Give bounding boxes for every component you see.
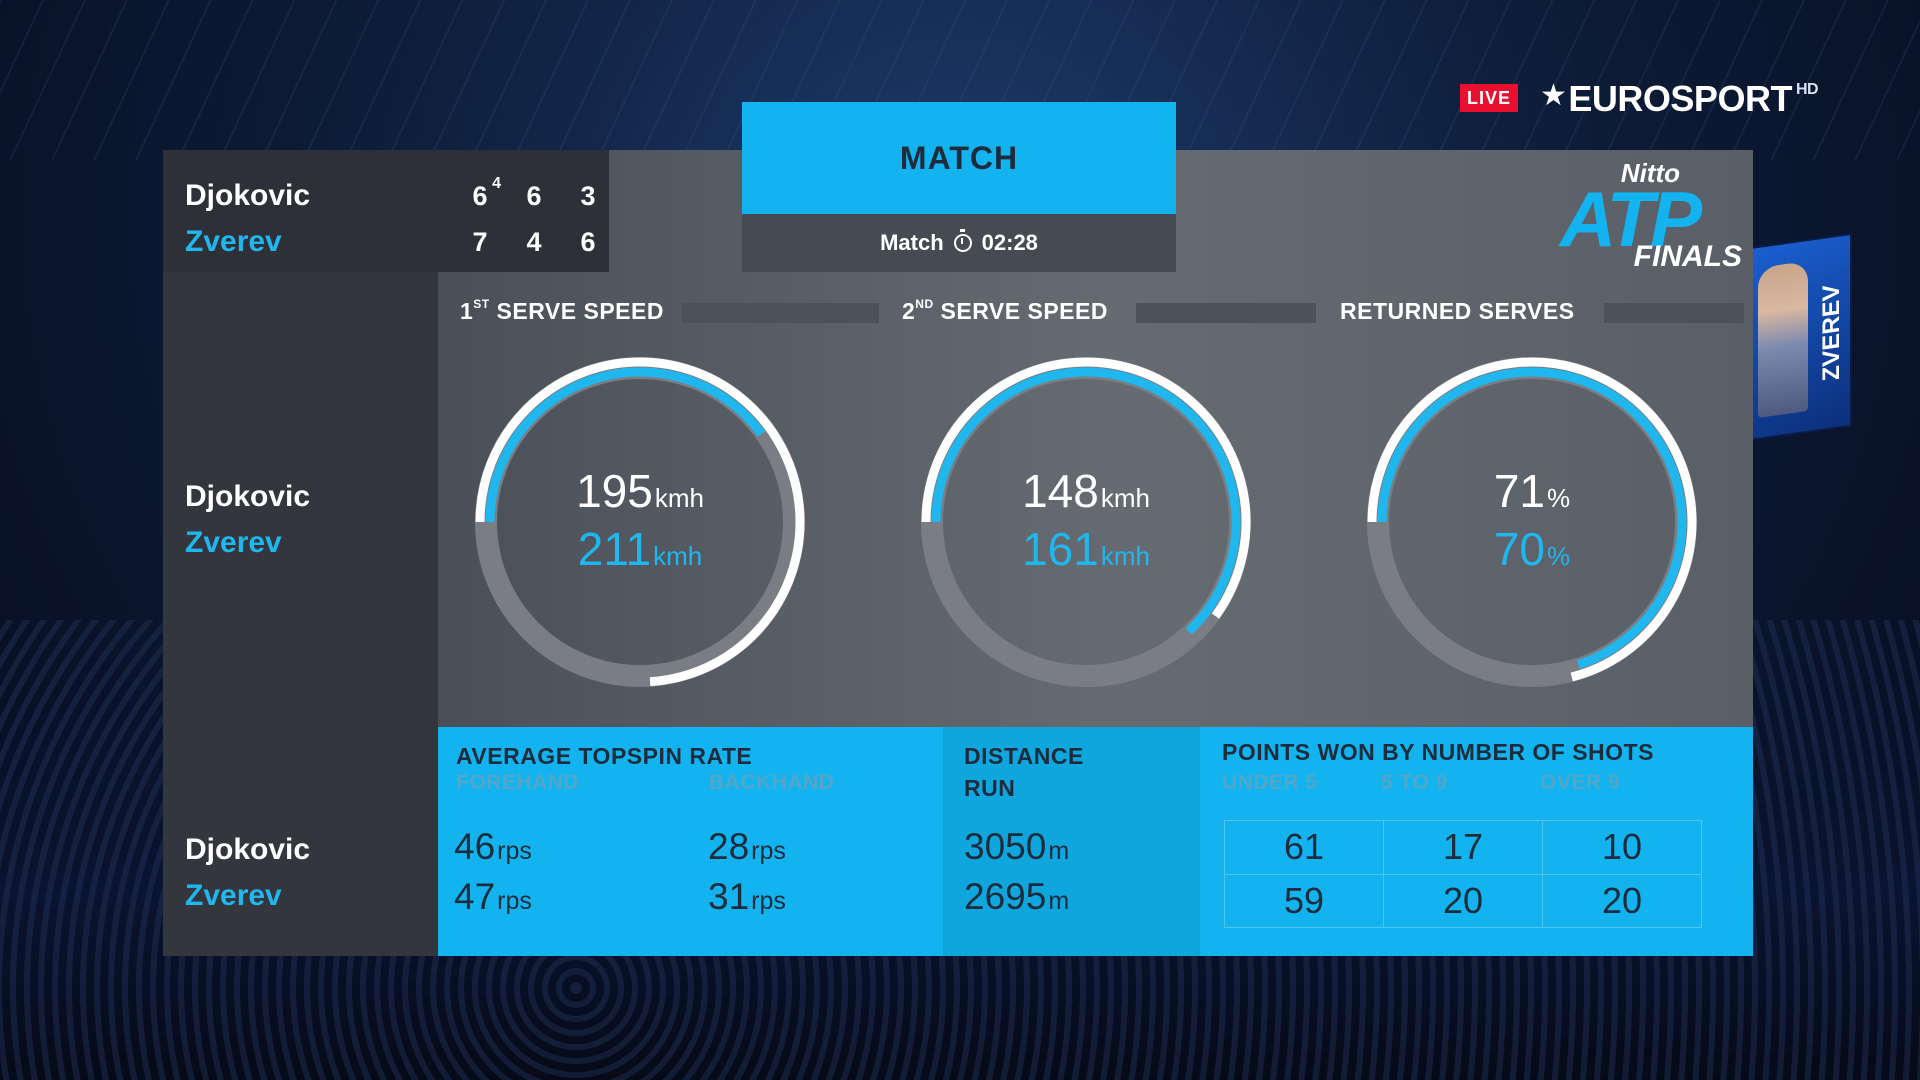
table-cell: 59: [1224, 873, 1384, 928]
set-score: 6: [526, 180, 542, 211]
distance-djokovic: 3050m: [964, 826, 1070, 867]
match-time-label: Match: [880, 230, 944, 255]
player-photo: [1758, 260, 1808, 418]
header-returned-serves: RETURNED SERVES: [1340, 298, 1575, 324]
gauge-arc-zverev: [485, 367, 765, 523]
gauge-value-zverev: 70%: [1493, 523, 1571, 575]
set-score: 3: [580, 180, 596, 211]
set-score: 6: [580, 226, 596, 257]
gauge-arc-zverev: [931, 367, 1241, 635]
names-column: [163, 150, 438, 956]
tournament-logo: Nitto ATP FINALS: [1540, 158, 1750, 278]
channel-name: EUROSPORT: [1568, 78, 1792, 119]
table-cell: 17: [1383, 820, 1543, 875]
gauge-second-serve: 148kmh 161kmh: [916, 352, 1256, 692]
match-time-value: 02:28: [981, 230, 1038, 255]
bottom-player-names: Djokovic Zverev: [185, 827, 310, 919]
match-timer: Match 02:28: [742, 214, 1176, 272]
forehand-label: FOREHAND: [456, 771, 579, 794]
table-row: 61 17 10: [1224, 820, 1702, 875]
points-col-over9: OVER 9: [1540, 771, 1621, 794]
points-table: 61 17 10 59 20 20: [1224, 820, 1702, 928]
gauge-arc-zverev: [1377, 367, 1687, 669]
table-cell: 20: [1383, 873, 1543, 928]
gauge-arc-djokovic: [1367, 357, 1697, 682]
distance-title: DISTANCE RUN: [964, 743, 1084, 801]
set-score: 4: [526, 226, 542, 257]
gauge-first-serve: 195kmh 211kmh: [470, 352, 810, 692]
gauge-value-djokovic: 71%: [1493, 465, 1571, 517]
distance-column: [943, 727, 1200, 956]
gauge-returned-serves: 71% 70%: [1362, 352, 1702, 692]
player-name: Zverev: [185, 879, 282, 912]
stopwatch-icon: [953, 229, 972, 252]
player-name: Djokovic: [185, 179, 311, 212]
logo-sponsor: Nitto: [1620, 158, 1680, 188]
jumbotron-name: ZVEREV: [1818, 282, 1845, 383]
player-name: Djokovic: [185, 833, 311, 866]
points-title: POINTS WON BY NUMBER OF SHOTS: [1222, 739, 1654, 765]
star-icon: ★: [1540, 79, 1567, 112]
logo-event: FINALS: [1633, 240, 1742, 273]
jumbotron-screen: ZVEREV: [1748, 232, 1852, 442]
distance-zverev: 2695m: [964, 876, 1070, 917]
gauge-value-djokovic: 195kmh: [576, 465, 704, 517]
tiebreak-score: 4: [492, 174, 501, 192]
table-cell: 61: [1224, 820, 1384, 875]
player-name: Zverev: [185, 526, 282, 559]
player-name: Djokovic: [185, 480, 311, 513]
logo-main: ATP: [1560, 175, 1702, 263]
backhand-label: BACKHAND: [709, 771, 835, 794]
forehand-zverev: 47rps: [454, 876, 532, 917]
backhand-zverev: 31rps: [708, 876, 786, 917]
header-second-serve: 2ND SERVE SPEED: [902, 297, 1108, 324]
gauge-arc-djokovic: [475, 357, 805, 687]
channel-suffix: HD: [1795, 81, 1819, 98]
header-divider: [682, 303, 879, 323]
gauge-arc-djokovic: [921, 357, 1251, 619]
table-row: 59 20 20: [1224, 873, 1702, 928]
gauge-value-zverev: 211kmh: [577, 523, 703, 575]
header-divider: [1604, 303, 1744, 323]
gauge-value-zverev: 161kmh: [1022, 523, 1150, 575]
player-name: Zverev: [185, 225, 282, 258]
gauge-rings: [921, 357, 1251, 687]
points-col-5to9: 5 TO 9: [1381, 771, 1448, 794]
points-col-under5: UNDER 5: [1222, 771, 1318, 794]
table-cell: 10: [1542, 820, 1702, 875]
gauge-value-djokovic: 148kmh: [1022, 465, 1150, 517]
table-cell: 20: [1542, 873, 1702, 928]
header-first-serve: 1ST SERVE SPEED: [460, 297, 664, 324]
topspin-title: AVERAGE TOPSPIN RATE: [456, 743, 753, 769]
broadcaster-logo: ★ EUROSPORT HD: [1540, 78, 1819, 120]
gauge-rings: [475, 357, 805, 687]
set-score: 7: [472, 226, 488, 257]
live-badge: LIVE: [1460, 84, 1518, 112]
header-divider: [1136, 303, 1316, 323]
gauge-rings: [1367, 357, 1697, 687]
match-tab: MATCH: [742, 102, 1176, 214]
backhand-djokovic: 28rps: [708, 826, 786, 867]
gauge-player-names: Djokovic Zverev: [185, 474, 310, 566]
forehand-djokovic: 46rps: [454, 826, 532, 867]
scoreboard-row-zverev: Zverev 7 4 6: [185, 222, 615, 262]
